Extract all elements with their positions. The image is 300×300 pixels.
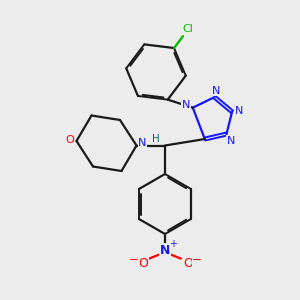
Text: H: H (152, 134, 159, 144)
Text: N: N (212, 85, 220, 95)
Text: N: N (160, 244, 170, 257)
Text: N: N (138, 138, 147, 148)
Text: N: N (226, 136, 235, 146)
Text: O: O (183, 257, 193, 270)
Text: O: O (65, 135, 74, 146)
Text: N: N (182, 100, 190, 110)
Text: −: − (129, 253, 139, 266)
Text: Cl: Cl (183, 24, 194, 34)
Text: N: N (235, 106, 243, 116)
Text: −: − (192, 253, 202, 266)
Text: O: O (138, 257, 148, 270)
Text: +: + (169, 239, 177, 249)
